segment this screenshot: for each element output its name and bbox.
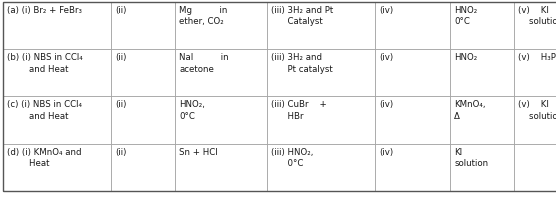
Bar — [267, 50, 375, 97]
Bar — [111, 3, 175, 50]
Text: (a) (i) Br₂ + FeBr₃: (a) (i) Br₂ + FeBr₃ — [7, 6, 82, 15]
Text: (iv): (iv) — [379, 147, 393, 156]
Text: (d) (i) KMnO₄ and
        Heat: (d) (i) KMnO₄ and Heat — [7, 147, 81, 167]
Text: (ii): (ii) — [115, 147, 126, 156]
Text: (c) (i) NBS in CCl₄
        and Heat: (c) (i) NBS in CCl₄ and Heat — [7, 100, 82, 120]
Bar — [267, 97, 375, 144]
Bar — [450, 97, 514, 144]
Text: (ii): (ii) — [115, 53, 126, 62]
Text: (v)    H₃PO₂: (v) H₃PO₂ — [518, 53, 556, 62]
Bar — [514, 3, 556, 50]
Text: (ii): (ii) — [115, 100, 126, 109]
Text: (ii): (ii) — [115, 6, 126, 15]
Text: (iii) 3H₂ and
      Pt catalyst: (iii) 3H₂ and Pt catalyst — [271, 53, 332, 73]
Bar — [375, 3, 450, 50]
Text: (v)    KI
    solution: (v) KI solution — [518, 6, 556, 26]
Text: (iii) CuBr    +
      HBr: (iii) CuBr + HBr — [271, 100, 326, 120]
Bar — [175, 3, 267, 50]
Bar — [111, 97, 175, 144]
Bar — [111, 50, 175, 97]
Bar — [175, 144, 267, 191]
Text: KMnO₄,
Δ: KMnO₄, Δ — [454, 100, 486, 120]
Text: NaI          in
acetone: NaI in acetone — [179, 53, 229, 73]
Bar — [175, 97, 267, 144]
Text: (iv): (iv) — [379, 100, 393, 109]
Text: HNO₂: HNO₂ — [454, 53, 478, 62]
Text: HNO₂,
0°C: HNO₂, 0°C — [179, 100, 205, 120]
Bar — [450, 50, 514, 97]
Bar — [514, 97, 556, 144]
Bar — [267, 144, 375, 191]
Bar — [3, 97, 111, 144]
Bar — [111, 144, 175, 191]
Bar — [375, 50, 450, 97]
Bar — [514, 50, 556, 97]
Text: Sn + HCl: Sn + HCl — [179, 147, 217, 156]
Bar — [450, 3, 514, 50]
Text: HNO₂
0°C: HNO₂ 0°C — [454, 6, 478, 26]
Bar — [450, 144, 514, 191]
Text: (v)    KI
    solution: (v) KI solution — [518, 100, 556, 120]
Bar — [375, 97, 450, 144]
Bar — [3, 50, 111, 97]
Text: (iv): (iv) — [379, 53, 393, 62]
Bar — [175, 50, 267, 97]
Text: (iii) 3H₂ and Pt
      Catalyst: (iii) 3H₂ and Pt Catalyst — [271, 6, 333, 26]
Bar — [3, 144, 111, 191]
Text: Mg          in
ether, CO₂: Mg in ether, CO₂ — [179, 6, 227, 26]
Text: (iii) HNO₂,
      0°C: (iii) HNO₂, 0°C — [271, 147, 313, 167]
Bar — [267, 3, 375, 50]
Text: KI
solution: KI solution — [454, 147, 488, 167]
Bar — [375, 144, 450, 191]
Text: (iv): (iv) — [379, 6, 393, 15]
Bar — [3, 3, 111, 50]
Text: (b) (i) NBS in CCl₄
        and Heat: (b) (i) NBS in CCl₄ and Heat — [7, 53, 82, 73]
Bar — [514, 144, 556, 191]
